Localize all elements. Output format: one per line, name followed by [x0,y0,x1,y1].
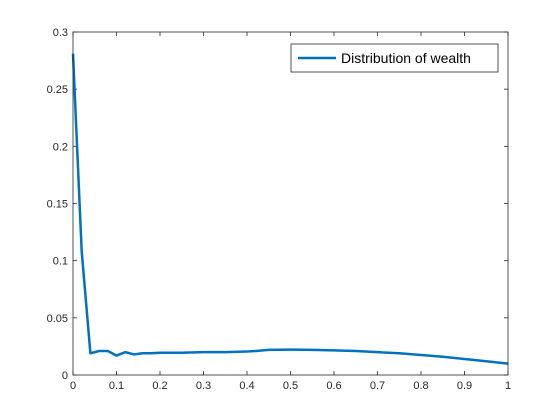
y-tick-label: 0.05 [47,313,68,325]
legend-label: Distribution of wealth [341,50,471,66]
x-tick-label: 0.9 [457,380,472,392]
y-tick-label: 0.3 [53,27,68,39]
y-tick-label: 0.2 [53,141,68,153]
x-tick-label: 0.2 [152,380,167,392]
y-tick-label: 0.25 [47,84,68,96]
x-tick-label: 0 [70,380,76,392]
x-tick-label: 0.5 [283,380,298,392]
x-tick-label: 0.3 [196,380,211,392]
y-tick-label: 0.15 [47,199,68,211]
y-tick-label: 0 [62,370,68,382]
x-tick-label: 0.7 [370,380,385,392]
x-tick-label: 1 [505,380,511,392]
y-tick-label: 0.1 [53,256,68,268]
x-tick-label: 0.4 [239,380,254,392]
legend: Distribution of wealth [291,44,498,72]
x-tick-label: 0.6 [326,380,341,392]
plot-background [73,32,508,375]
x-tick-label: 0.8 [413,380,428,392]
x-tick-label: 0.1 [109,380,124,392]
